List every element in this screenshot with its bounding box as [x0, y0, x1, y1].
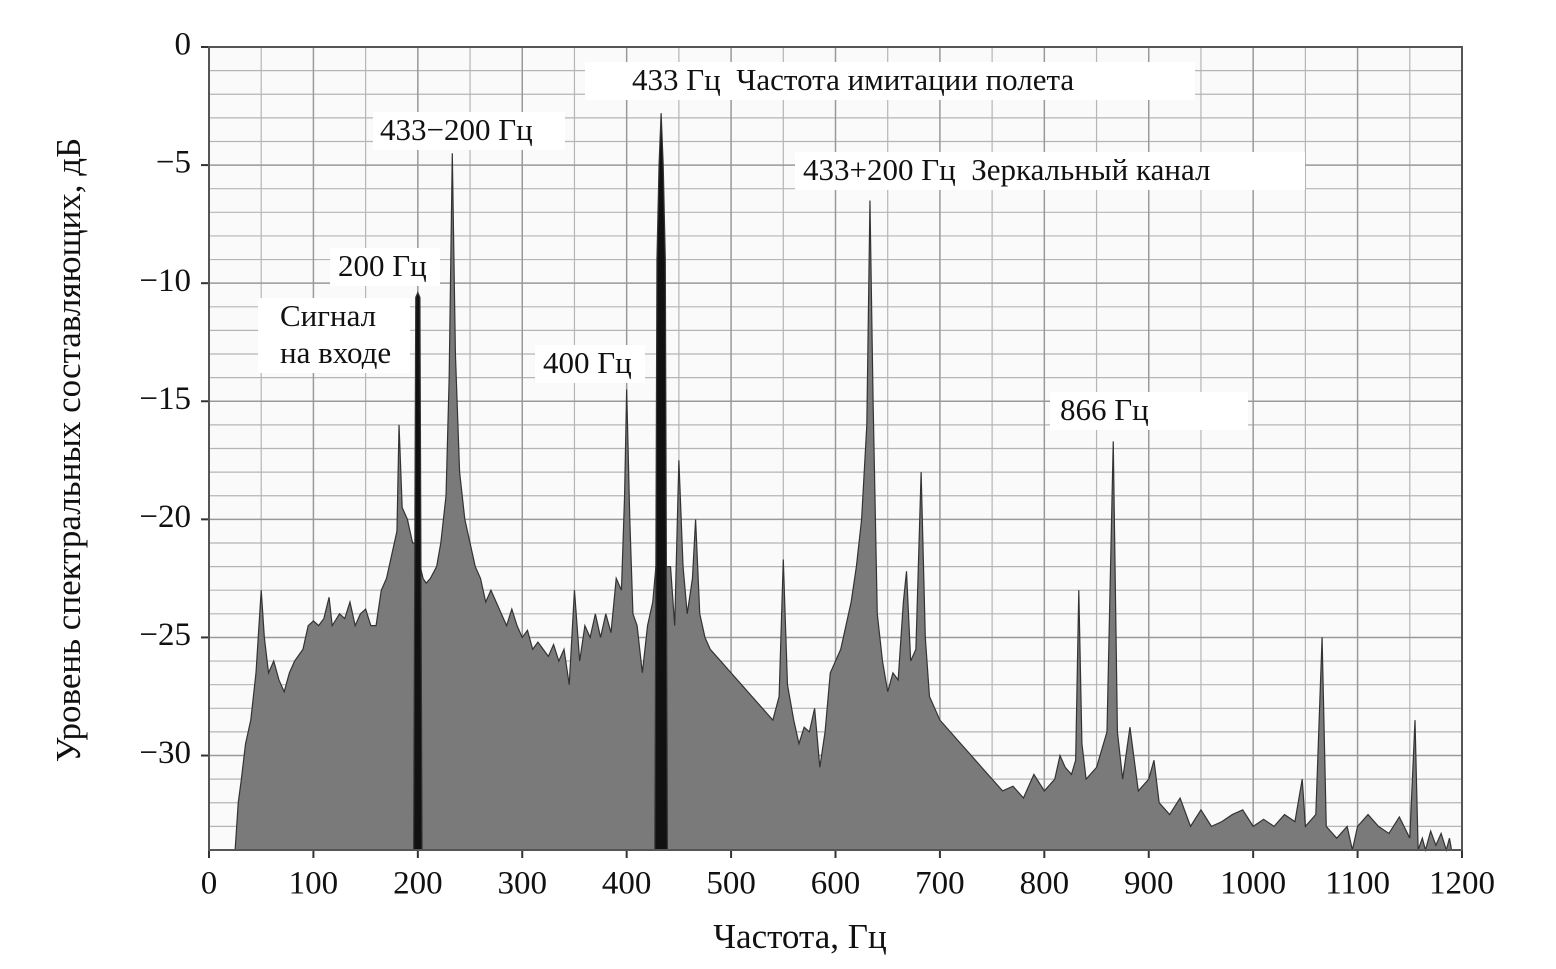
spectrum-area — [234, 153, 1453, 853]
x-tick-label: 1100 — [1325, 866, 1390, 902]
y-tick-label: −10 — [139, 263, 191, 299]
y-tick-label: −15 — [139, 381, 191, 417]
spectrum-area — [413, 291, 423, 851]
y-tick-label: 0 — [175, 27, 192, 63]
annotation: Сигнал — [280, 298, 376, 333]
annotation: 433+200 Гц Зеркальный канал — [803, 152, 1210, 187]
annotation: 200 Гц — [338, 248, 427, 283]
annotation-background — [373, 112, 565, 150]
x-tick-label: 0 — [201, 866, 218, 902]
x-tick-label: 800 — [1020, 866, 1070, 902]
x-tick-label: 1000 — [1220, 866, 1286, 902]
annotation-background — [330, 248, 440, 286]
y-axis-title: Уровень спектральных составляющих, дБ — [49, 138, 88, 762]
x-tick-label: 200 — [393, 866, 443, 902]
x-tick-label: 900 — [1124, 866, 1174, 902]
x-tick-label: 400 — [602, 866, 652, 902]
annotation: 866 Гц — [1060, 392, 1149, 427]
y-tick-label: −5 — [156, 145, 191, 181]
y-tick-label: −30 — [139, 735, 191, 771]
x-tick-label: 600 — [811, 866, 861, 902]
plot-border — [208, 46, 1463, 851]
x-tick-label: 700 — [915, 866, 965, 902]
annotation-background — [1050, 392, 1248, 430]
x-tick-label: 300 — [498, 866, 548, 902]
x-axis-title: Частота, Гц — [713, 917, 886, 956]
x-tick-label: 500 — [706, 866, 756, 902]
y-tick-label: −25 — [139, 617, 191, 653]
y-tick-label: −20 — [139, 499, 191, 535]
x-tick-label: 1200 — [1429, 866, 1495, 902]
annotation: на входе — [280, 335, 391, 370]
annotation-background — [795, 152, 1305, 190]
x-tick-label: 100 — [289, 866, 339, 902]
annotation-background — [535, 345, 645, 383]
annotation-background — [585, 62, 1195, 100]
annotation: 433 Гц Частота имитации полета — [632, 62, 1074, 97]
spectrum-area — [654, 113, 668, 851]
annotation-background — [258, 298, 410, 336]
annotation: 433−200 Гц — [380, 112, 533, 147]
annotation: 400 Гц — [543, 345, 632, 380]
annotation-background — [258, 335, 410, 373]
